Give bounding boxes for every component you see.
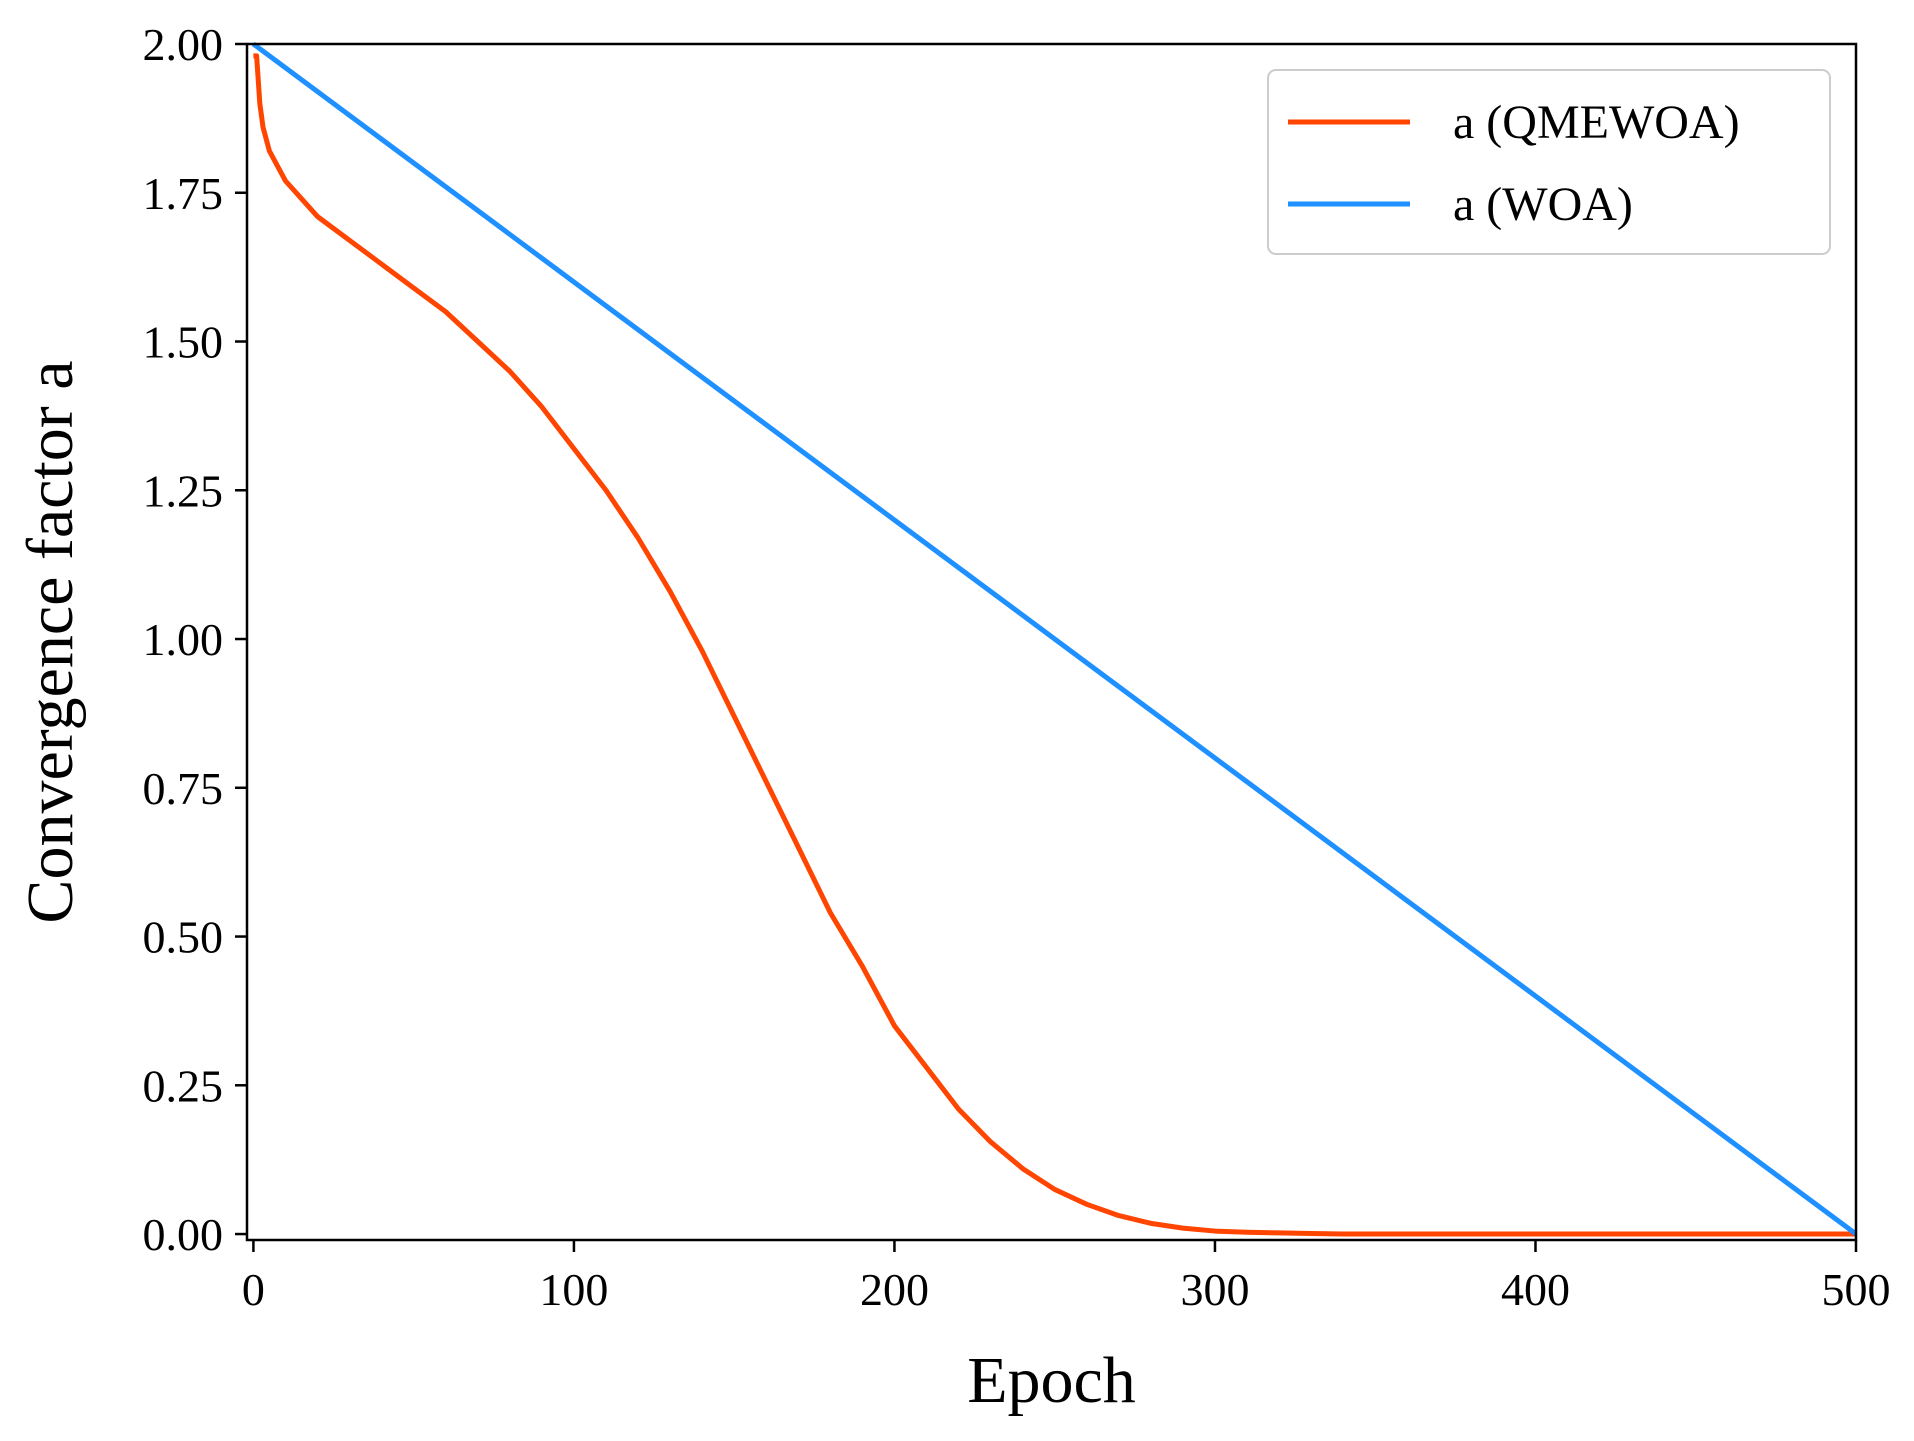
y-tick-label: 0.00 [143, 1209, 224, 1260]
x-tick-label: 200 [860, 1264, 929, 1315]
y-tick-label: 0.50 [143, 912, 224, 963]
x-tick-label: 0 [242, 1264, 265, 1315]
x-tick-label: 100 [539, 1264, 608, 1315]
y-tick-label: 1.25 [143, 465, 224, 516]
x-tick-label: 500 [1822, 1264, 1891, 1315]
legend: a (QMEWOA) a (WOA) [1267, 69, 1831, 255]
y-tick-label: 1.50 [143, 317, 224, 368]
axes-frame [245, 42, 1858, 1242]
x-tick-label: 400 [1501, 1264, 1570, 1315]
series-line-1 [251, 41, 1858, 1237]
y-axis-title: Convergence factor a [14, 360, 87, 923]
y-tick-label: 0.25 [143, 1060, 224, 1111]
legend-box [1267, 69, 1831, 255]
x-axis-title: Epoch [967, 1344, 1136, 1417]
legend-label-1: a (WOA) [1453, 178, 1633, 231]
series-layer [251, 41, 1858, 1237]
y-axis-ticks: 0.00 0.25 0.50 0.75 1.00 1.25 1.50 1.75 2.00 [143, 19, 247, 1260]
y-tick-label: 1.00 [143, 614, 224, 665]
x-axis-ticks: 0 100 200 300 400 500 [242, 1240, 1891, 1315]
y-tick-label: 1.75 [143, 168, 224, 219]
legend-label-0: a (QMEWOA) [1453, 96, 1740, 149]
x-tick-label: 300 [1180, 1264, 1249, 1315]
y-tick-label: 2.00 [143, 19, 224, 70]
series-line-0 [253, 53, 1856, 1237]
y-tick-label: 0.75 [143, 763, 224, 814]
